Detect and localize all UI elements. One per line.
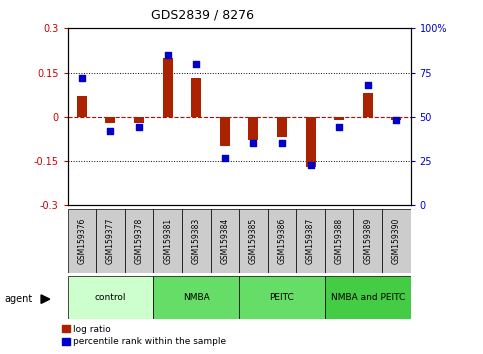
Point [135,125,143,130]
Bar [77,96,87,117]
FancyBboxPatch shape [325,209,354,273]
FancyBboxPatch shape [182,209,211,273]
Point [221,155,228,160]
Text: GSM159377: GSM159377 [106,217,115,264]
Bar [277,117,287,137]
Text: control: control [95,293,126,302]
FancyBboxPatch shape [354,209,382,273]
FancyBboxPatch shape [68,276,154,319]
Bar [391,117,401,120]
Bar [220,117,230,146]
FancyBboxPatch shape [154,276,239,319]
Text: NMBA and PEITC: NMBA and PEITC [330,293,405,302]
Point [107,128,114,134]
Bar [363,93,373,117]
FancyBboxPatch shape [382,209,411,273]
Bar [248,117,258,141]
FancyBboxPatch shape [268,209,296,273]
Text: PEITC: PEITC [270,293,294,302]
Point [250,141,257,146]
Text: GSM159389: GSM159389 [363,218,372,264]
Polygon shape [41,295,50,303]
Text: GSM159387: GSM159387 [306,218,315,264]
FancyBboxPatch shape [239,276,325,319]
Text: agent: agent [5,294,33,304]
Point [78,75,86,81]
Text: GSM159378: GSM159378 [135,218,143,264]
FancyBboxPatch shape [296,209,325,273]
FancyBboxPatch shape [96,209,125,273]
Bar [163,58,172,117]
Text: GSM159381: GSM159381 [163,218,172,264]
Point [335,125,343,130]
Point [278,141,286,146]
FancyBboxPatch shape [239,209,268,273]
Text: GSM159376: GSM159376 [77,217,86,264]
Text: GDS2839 / 8276: GDS2839 / 8276 [151,9,255,22]
Point [364,82,371,88]
Text: GSM159390: GSM159390 [392,217,401,264]
Bar [134,117,144,123]
Point [392,118,400,123]
FancyBboxPatch shape [154,209,182,273]
Point [192,61,200,67]
Point [307,162,314,167]
FancyBboxPatch shape [211,209,239,273]
Legend: log ratio, percentile rank within the sample: log ratio, percentile rank within the sa… [62,325,227,347]
FancyBboxPatch shape [125,209,154,273]
Text: GSM159388: GSM159388 [335,218,343,264]
Bar [191,79,201,117]
Text: GSM159385: GSM159385 [249,218,258,264]
Text: NMBA: NMBA [183,293,210,302]
Bar [306,117,315,167]
Bar [105,117,115,123]
FancyBboxPatch shape [68,209,96,273]
Text: GSM159383: GSM159383 [192,218,201,264]
Text: GSM159384: GSM159384 [220,218,229,264]
Bar [334,117,344,120]
FancyBboxPatch shape [325,276,411,319]
Point [164,52,171,58]
Text: GSM159386: GSM159386 [277,218,286,264]
